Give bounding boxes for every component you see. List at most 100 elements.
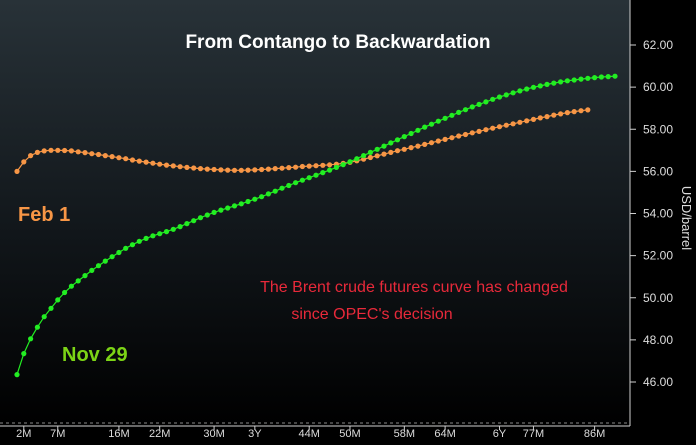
data-point bbox=[225, 205, 231, 211]
data-point bbox=[129, 242, 136, 248]
x-tick-label: 77M bbox=[523, 428, 544, 440]
data-point bbox=[204, 212, 210, 218]
data-point bbox=[401, 134, 407, 140]
data-point bbox=[374, 146, 380, 152]
data-point bbox=[401, 146, 407, 152]
x-tick-label: 50M bbox=[339, 428, 360, 440]
data-point bbox=[551, 112, 557, 118]
data-point bbox=[299, 177, 305, 183]
data-point bbox=[28, 153, 34, 159]
data-point bbox=[191, 218, 197, 224]
data-point bbox=[197, 215, 204, 221]
data-point bbox=[218, 167, 224, 173]
data-point bbox=[361, 153, 367, 159]
data-point bbox=[286, 182, 292, 189]
data-point bbox=[123, 156, 129, 162]
data-point bbox=[48, 147, 54, 153]
data-point bbox=[361, 156, 367, 162]
data-point bbox=[340, 162, 346, 168]
y-axis-ticks: 46.00 48.00 50.00 52.00 54.00 56.00 58.00 60.00… bbox=[630, 38, 673, 389]
data-point bbox=[530, 116, 537, 122]
data-point bbox=[428, 140, 435, 146]
data-point bbox=[327, 167, 333, 173]
data-point bbox=[496, 94, 503, 100]
data-point bbox=[41, 314, 47, 320]
data-point bbox=[259, 166, 265, 173]
data-point bbox=[34, 149, 41, 155]
data-point bbox=[293, 180, 299, 186]
data-point bbox=[143, 159, 149, 165]
data-point bbox=[510, 121, 516, 127]
data-point bbox=[136, 158, 142, 164]
annotation-line-1: The Brent crude futures curve has change… bbox=[260, 279, 568, 296]
data-point bbox=[476, 101, 482, 107]
data-point bbox=[170, 226, 176, 232]
data-point bbox=[102, 153, 108, 159]
series-label-feb-1: Feb 1 bbox=[18, 204, 70, 226]
data-point bbox=[14, 372, 20, 378]
data-point bbox=[585, 75, 591, 81]
data-point bbox=[184, 164, 190, 170]
data-point bbox=[517, 88, 523, 94]
data-point bbox=[320, 170, 326, 176]
data-point bbox=[225, 167, 231, 173]
series-nov-29 bbox=[14, 73, 618, 378]
data-point bbox=[109, 154, 115, 160]
data-point bbox=[408, 145, 414, 151]
x-tick-label: 3Y bbox=[248, 428, 262, 440]
data-point bbox=[68, 148, 74, 154]
y-tick-label: 54.00 bbox=[643, 207, 673, 221]
data-point bbox=[327, 162, 333, 168]
data-point bbox=[462, 107, 469, 113]
data-point bbox=[394, 148, 401, 154]
data-point bbox=[211, 209, 217, 215]
data-point bbox=[517, 119, 523, 125]
data-point bbox=[469, 104, 475, 110]
data-point bbox=[598, 74, 605, 80]
y-tick-label: 58.00 bbox=[643, 122, 673, 136]
data-point bbox=[388, 140, 394, 146]
data-point bbox=[449, 112, 455, 118]
data-point bbox=[157, 231, 163, 237]
x-tick-label: 64M bbox=[434, 428, 455, 440]
data-point bbox=[367, 149, 373, 155]
x-axis-ticks: 2M 7M 16M 22M 30M 3Y 44M 50M 58M 64M 6Y 77M 86M bbox=[16, 426, 605, 440]
data-point bbox=[279, 185, 285, 191]
data-point bbox=[89, 151, 95, 157]
data-point bbox=[544, 114, 550, 120]
data-point bbox=[428, 121, 435, 127]
x-tick-label: 22M bbox=[149, 428, 170, 440]
data-point bbox=[14, 168, 20, 174]
data-point bbox=[435, 138, 441, 144]
data-point bbox=[571, 109, 577, 115]
data-point bbox=[48, 305, 54, 311]
data-point bbox=[286, 165, 292, 171]
data-point bbox=[578, 108, 584, 114]
data-point bbox=[530, 84, 537, 90]
data-point bbox=[252, 167, 258, 173]
data-point bbox=[75, 149, 81, 155]
data-point bbox=[299, 163, 305, 170]
data-point bbox=[259, 194, 265, 200]
data-point bbox=[422, 141, 428, 147]
data-point bbox=[123, 245, 129, 251]
data-point bbox=[197, 166, 204, 172]
data-point bbox=[496, 124, 503, 130]
series-label-nov-29: Nov 29 bbox=[62, 344, 128, 366]
data-point bbox=[381, 151, 387, 157]
data-point bbox=[456, 109, 462, 115]
data-point bbox=[89, 267, 95, 273]
series-feb-1 bbox=[14, 107, 591, 174]
data-point bbox=[503, 122, 509, 128]
x-tick-label: 7M bbox=[50, 428, 65, 440]
data-point bbox=[245, 198, 251, 205]
x-tick-label: 44M bbox=[299, 428, 320, 440]
data-point bbox=[558, 79, 564, 85]
data-point bbox=[177, 164, 183, 170]
data-point bbox=[422, 124, 428, 130]
data-point bbox=[28, 336, 34, 342]
data-point bbox=[456, 133, 462, 139]
data-point bbox=[435, 118, 441, 124]
annotation-line-2: since OPEC's decision bbox=[291, 306, 452, 323]
data-point bbox=[524, 118, 530, 124]
